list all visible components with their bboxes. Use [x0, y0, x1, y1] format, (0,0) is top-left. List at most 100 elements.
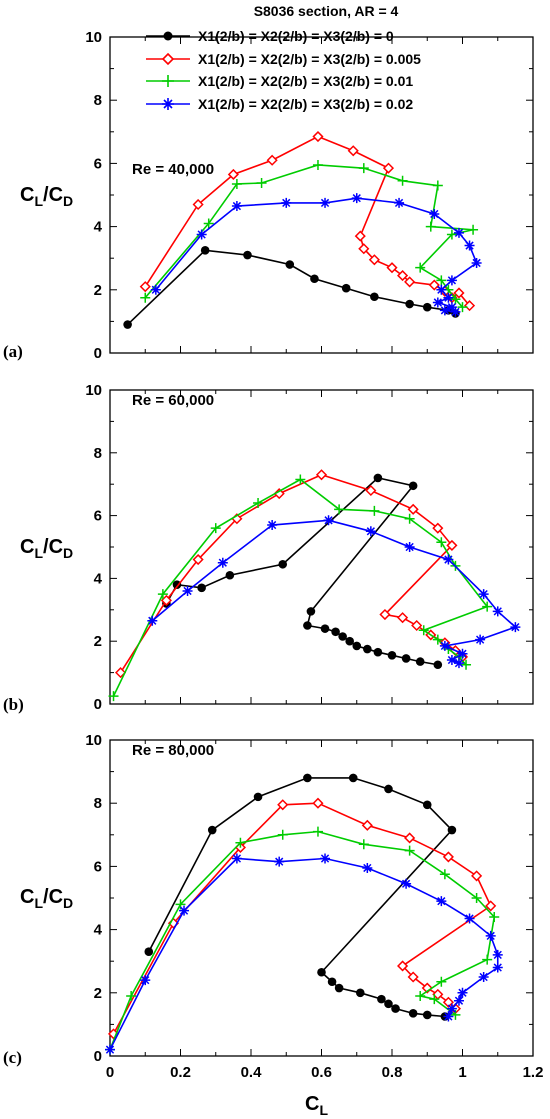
y-tick-label: 8: [94, 795, 102, 812]
data-point: [312, 797, 324, 809]
data-point: [429, 208, 440, 219]
data-point: [369, 505, 380, 516]
data-point: [391, 1004, 400, 1013]
y-tick-label: 6: [94, 508, 102, 525]
data-point: [443, 1011, 454, 1022]
data-point: [471, 257, 482, 268]
data-point: [442, 851, 454, 863]
data-point: [172, 580, 182, 589]
data-point: [147, 615, 158, 626]
series-line: [155, 197, 478, 313]
data-point: [231, 178, 242, 189]
x-tick-label: 1: [458, 1064, 466, 1081]
chart-panel-3: 0 2 4 6 8 10 0 0.2 0.4 0.6 0.8 1 1.2 Re = 80,000 (c): [3, 732, 543, 1081]
data-point: [267, 520, 278, 531]
y-tick-label: 6: [94, 155, 102, 172]
data-point: [471, 893, 482, 903]
data-point: [443, 554, 454, 565]
legend-marker-circle: [163, 31, 173, 41]
y-tick-label: 4: [94, 570, 103, 587]
data-point: [457, 648, 468, 659]
data-point: [422, 1010, 432, 1020]
chart-panel-1: 0 2 4 6 8 10 Re = 40,000 (a): [3, 29, 534, 362]
data-point: [433, 660, 443, 670]
data-point: [207, 825, 217, 835]
x-tick-label: 1.2: [523, 1064, 544, 1081]
data-point: [408, 481, 418, 491]
data-point: [320, 197, 331, 208]
data-point: [446, 229, 457, 240]
data-point: [285, 260, 295, 269]
data-point: [200, 246, 210, 255]
data-point: [192, 553, 204, 566]
data-point: [179, 905, 190, 916]
data-point: [362, 862, 373, 873]
data-point: [446, 539, 458, 551]
y-tick-label: 10: [85, 29, 102, 46]
data-point: [407, 971, 419, 983]
data-point: [418, 625, 429, 636]
data-point: [352, 641, 362, 651]
data-point: [351, 193, 362, 204]
data-point: [306, 607, 316, 616]
data-point: [384, 784, 393, 794]
data-point: [361, 819, 373, 831]
data-point: [377, 994, 386, 1004]
data-point: [347, 145, 359, 157]
data-point: [443, 292, 454, 303]
data-point: [315, 469, 328, 481]
data-point: [447, 825, 457, 835]
data-point: [274, 856, 285, 867]
x-axis-label: CL: [305, 1093, 328, 1118]
data-point: [411, 619, 423, 632]
data-point: [365, 526, 376, 537]
series-line: [112, 802, 492, 1035]
y-tick-label: 2: [94, 633, 102, 650]
y-tick-label: 10: [85, 732, 102, 749]
data-point: [278, 559, 288, 569]
legend-entry-3: X1(2/b) = X2(2/b) = X3(2/b) = 0.02: [146, 96, 413, 112]
data-point: [407, 503, 419, 515]
data-point: [182, 585, 193, 596]
data-point: [471, 870, 483, 882]
data-point: [446, 275, 457, 286]
x-tick-label: 0: [106, 1064, 114, 1081]
data-point: [453, 995, 464, 1006]
data-point: [370, 292, 379, 302]
legend-marker-star: [162, 98, 174, 110]
reynolds-annotation: Re = 60,000: [132, 392, 214, 409]
legend-label-2: X1(2/b) = X2(2/b) = X3(2/b) = 0.01: [198, 73, 413, 89]
data-point: [317, 967, 326, 977]
legend-marker-plus: [162, 75, 174, 87]
data-point: [453, 658, 464, 669]
data-point: [401, 654, 411, 663]
data-point: [436, 896, 447, 907]
data-point: [428, 279, 440, 291]
panel-tag: (c): [3, 1048, 22, 1067]
data-point: [348, 773, 358, 783]
data-point: [303, 773, 312, 783]
data-point: [341, 283, 351, 293]
data-point: [478, 589, 489, 600]
data-point: [277, 829, 288, 840]
legend-entry-0: X1(2/b) = X2(2/b) = X3(2/b) = 0: [146, 28, 394, 44]
data-point: [144, 947, 154, 957]
data-point: [196, 229, 207, 240]
data-point: [256, 177, 267, 188]
data-point: [439, 640, 450, 651]
data-point: [492, 962, 503, 973]
y-tick-label: 8: [94, 445, 102, 462]
data-point: [432, 180, 443, 191]
data-point: [320, 853, 331, 864]
data-point: [432, 634, 443, 645]
data-point: [485, 900, 497, 912]
data-point: [382, 162, 395, 174]
data-point: [355, 988, 365, 998]
figure-title: S8036 section, AR = 4: [254, 3, 399, 19]
data-point: [464, 913, 475, 924]
y-tick-label: 2: [94, 282, 102, 299]
data-point: [123, 320, 132, 329]
y-tick-label: 8: [94, 92, 102, 109]
data-point: [492, 606, 503, 617]
